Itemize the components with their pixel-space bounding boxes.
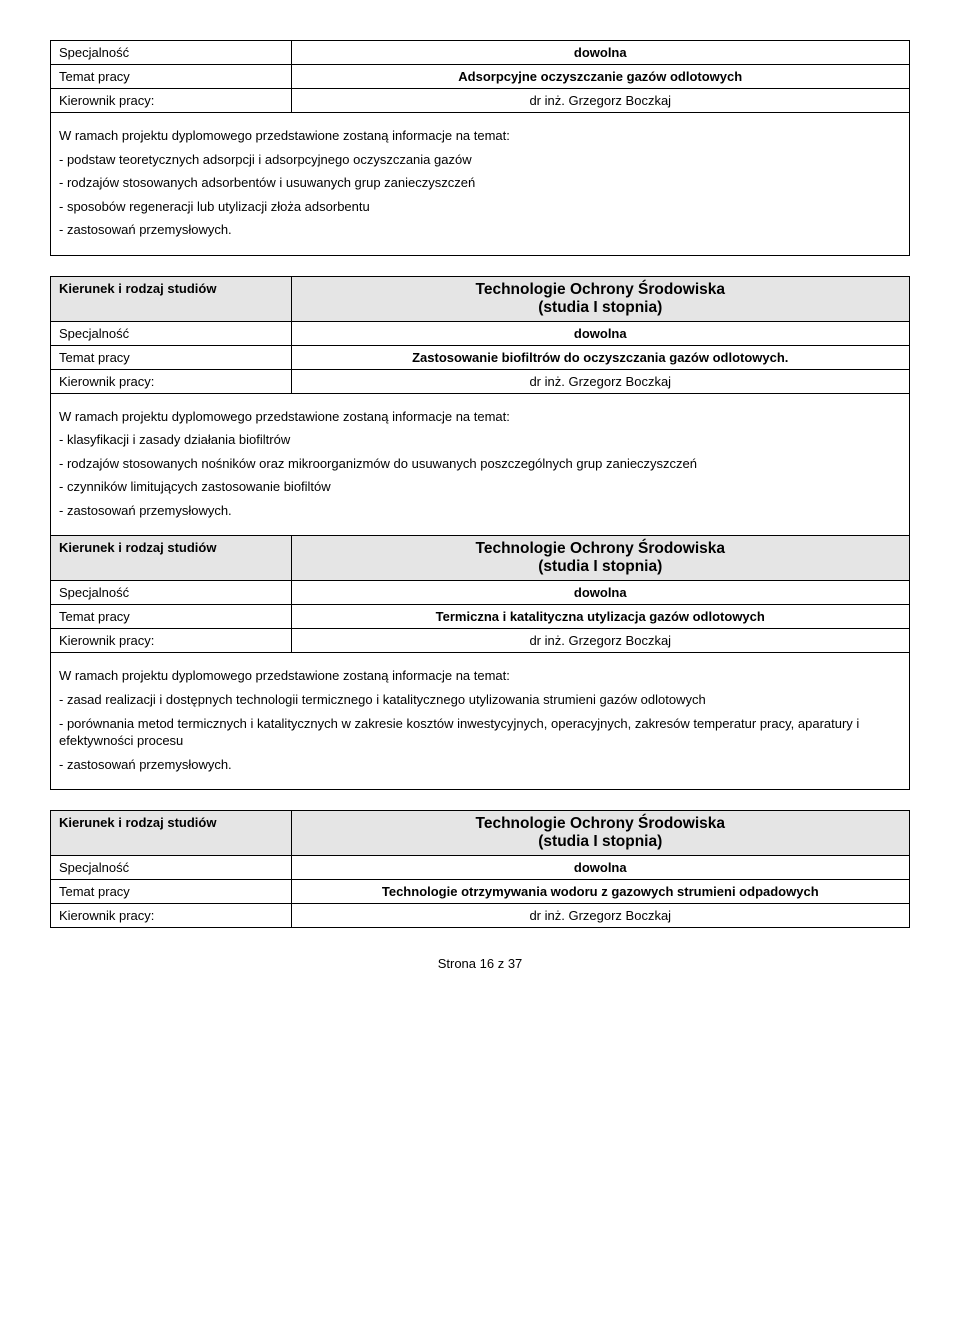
temat-label: Temat pracy (51, 605, 292, 629)
kierunek-line2: (studia I stopnia) (538, 558, 662, 575)
desc-intro: W ramach projektu dyplomowego przedstawi… (59, 667, 901, 685)
desc-bullet: - klasyfikacji i zasady działania biofil… (59, 431, 901, 449)
kierownik-value: dr inż. Grzegorz Boczkaj (291, 629, 909, 653)
description-cell: W ramach projektu dyplomowego przedstawi… (51, 653, 910, 790)
desc-bullet: - porównania metod termicznych i katalit… (59, 715, 901, 750)
specjalnosc-label: Specjalność (51, 41, 292, 65)
kierunek-line1: Technologie Ochrony Środowiska (476, 815, 725, 832)
temat-label: Temat pracy (51, 880, 292, 904)
specjalnosc-value: dowolna (291, 581, 909, 605)
temat-label: Temat pracy (51, 345, 292, 369)
thesis-block-2: Kierunek i rodzaj studiów Technologie Oc… (50, 276, 910, 790)
kierunek-label: Kierunek i rodzaj studiów (51, 536, 292, 581)
specjalnosc-label: Specjalność (51, 581, 292, 605)
kierownik-label: Kierownik pracy: (51, 904, 292, 928)
desc-bullet: - zastosowań przemysłowych. (59, 756, 901, 774)
specjalnosc-value: dowolna (291, 856, 909, 880)
kierunek-line2: (studia I stopnia) (538, 299, 662, 316)
kierunek-line2: (studia I stopnia) (538, 833, 662, 850)
desc-intro: W ramach projektu dyplomowego przedstawi… (59, 408, 901, 426)
kierunek-value: Technologie Ochrony Środowiska (studia I… (291, 536, 909, 581)
kierownik-label: Kierownik pracy: (51, 629, 292, 653)
kierownik-value: dr inż. Grzegorz Boczkaj (291, 904, 909, 928)
desc-bullet: - rodzajów stosowanych nośników oraz mik… (59, 455, 901, 473)
kierunek-value: Technologie Ochrony Środowiska (studia I… (291, 811, 909, 856)
desc-intro: W ramach projektu dyplomowego przedstawi… (59, 127, 901, 145)
desc-bullet: - zasad realizacji i dostępnych technolo… (59, 691, 901, 709)
desc-bullet: - zastosowań przemysłowych. (59, 502, 901, 520)
specjalnosc-value: dowolna (291, 321, 909, 345)
temat-label: Temat pracy (51, 65, 292, 89)
kierownik-value: dr inż. Grzegorz Boczkaj (291, 89, 909, 113)
desc-bullet: - podstaw teoretycznych adsorpcji i adso… (59, 151, 901, 169)
page-footer: Strona 16 z 37 (50, 956, 910, 971)
temat-value: Adsorpcyjne oczyszczanie gazów odlotowyc… (291, 65, 909, 89)
temat-value: Zastosowanie biofiltrów do oczyszczania … (291, 345, 909, 369)
thesis-block-4: Kierunek i rodzaj studiów Technologie Oc… (50, 810, 910, 928)
kierunek-label: Kierunek i rodzaj studiów (51, 276, 292, 321)
temat-value: Termiczna i katalityczna utylizacja gazó… (291, 605, 909, 629)
kierownik-label: Kierownik pracy: (51, 369, 292, 393)
description-cell: W ramach projektu dyplomowego przedstawi… (51, 393, 910, 536)
specjalnosc-label: Specjalność (51, 321, 292, 345)
kierownik-label: Kierownik pracy: (51, 89, 292, 113)
kierunek-value: Technologie Ochrony Środowiska (studia I… (291, 276, 909, 321)
kierunek-line1: Technologie Ochrony Środowiska (476, 540, 725, 557)
kierunek-label: Kierunek i rodzaj studiów (51, 811, 292, 856)
thesis-block-1: Specjalność dowolna Temat pracy Adsorpcy… (50, 40, 910, 256)
specjalnosc-value: dowolna (291, 41, 909, 65)
kierunek-line1: Technologie Ochrony Środowiska (476, 281, 725, 298)
temat-value: Technologie otrzymywania wodoru z gazowy… (291, 880, 909, 904)
page-number: Strona 16 z 37 (438, 956, 523, 971)
description-cell: W ramach projektu dyplomowego przedstawi… (51, 113, 910, 256)
desc-bullet: - rodzajów stosowanych adsorbentów i usu… (59, 174, 901, 192)
kierownik-value: dr inż. Grzegorz Boczkaj (291, 369, 909, 393)
desc-bullet: - sposobów regeneracji lub utylizacji zł… (59, 198, 901, 216)
desc-bullet: - zastosowań przemysłowych. (59, 221, 901, 239)
desc-bullet: - czynników limitujących zastosowanie bi… (59, 478, 901, 496)
specjalnosc-label: Specjalność (51, 856, 292, 880)
